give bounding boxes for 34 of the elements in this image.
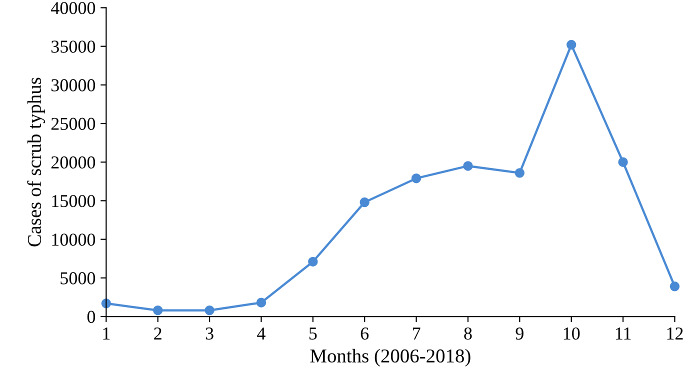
y-tick-label: 30000 [51,79,96,92]
y-tick-label: 20000 [51,156,96,169]
point [618,157,628,167]
x-tick-label: 4 [257,328,266,340]
x-axis-title: Months (2006-2018) [310,348,470,366]
point [566,40,576,50]
y-tick-label: 40000 [50,2,96,14]
point [153,305,163,316]
point [463,161,473,171]
point [360,197,370,208]
point [670,282,680,292]
y-axis-title: Cases of scrub typhus [27,78,46,246]
x-tick-label: 9 [516,328,524,340]
point [204,305,214,316]
x-tick-label: 6 [360,328,369,340]
point [514,168,525,178]
x-tick-label: 10 [564,327,580,340]
x-tick-label: 8 [464,327,472,340]
y-tick-label: 0 [87,310,96,323]
y-tick-label: 10000 [52,234,96,246]
y-tick-label: 35000 [51,40,96,53]
y-tick-label: 25000 [51,118,96,130]
point [308,256,318,267]
x-tick-label: 11 [616,328,631,340]
x-tick-label: 3 [206,328,214,340]
x-tick-label: 7 [412,328,420,340]
x-tick-label: 2 [154,328,162,340]
y-tick-label: 5000 [60,272,96,284]
y-tick-label: 15000 [52,194,96,208]
x-tick-label: 1 [103,328,110,340]
point [256,298,266,308]
x-tick-label: 5 [309,328,317,340]
point [411,173,422,184]
x-tick-label: 12 [667,328,683,340]
